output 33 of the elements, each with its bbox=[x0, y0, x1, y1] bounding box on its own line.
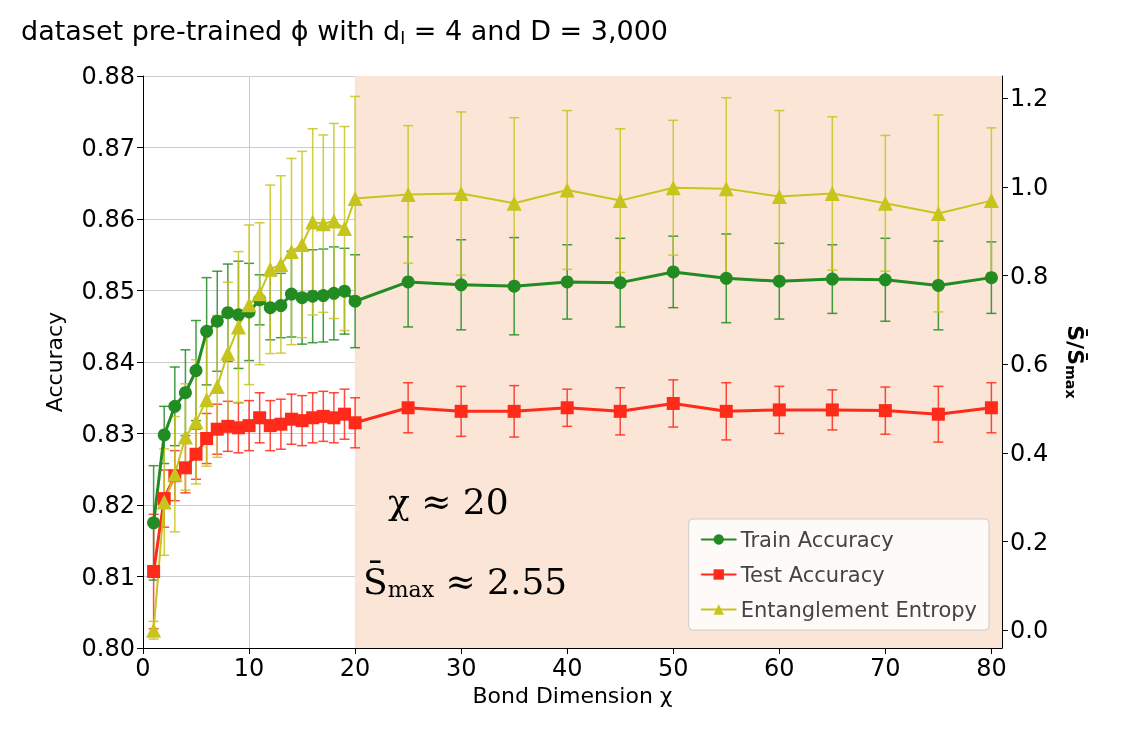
y-tick-label: 0.85 bbox=[81, 276, 135, 305]
y2-tick-label: 1.0 bbox=[1010, 172, 1049, 201]
x-tick-label: 40 bbox=[551, 654, 583, 682]
x-tick-label: 30 bbox=[445, 654, 477, 682]
y-tick-label: 0.82 bbox=[81, 491, 135, 519]
y-tick-label: 0.81 bbox=[81, 562, 135, 591]
x-tick-label: 50 bbox=[657, 654, 689, 682]
x-tick-label: 10 bbox=[233, 654, 265, 682]
y2-tick-label: 1.2 bbox=[1010, 84, 1049, 113]
y-tick-label: 0.87 bbox=[81, 133, 135, 162]
x-axis-title: Bond Dimension χ bbox=[472, 683, 673, 709]
x-tick-label: 70 bbox=[870, 654, 901, 682]
y2-axis-title: S̄/S̄max bbox=[1063, 325, 1089, 399]
y-tick-label: 0.80 bbox=[81, 634, 135, 662]
x-tick-label: 0 bbox=[135, 654, 151, 682]
y2-tick-label: 0.8 bbox=[1010, 261, 1049, 290]
y-tick-label: 0.84 bbox=[81, 348, 135, 376]
y2-tick-label: 0.2 bbox=[1010, 527, 1049, 556]
x-tick-label: 20 bbox=[339, 654, 371, 682]
y-tick-label: 0.86 bbox=[81, 205, 135, 233]
y2-tick-label: 0.4 bbox=[1010, 438, 1049, 467]
legend-label: Test Accuracy bbox=[739, 562, 885, 587]
annotation: χ ≈ 20 bbox=[388, 480, 509, 522]
legend-label: Entanglement Entropy bbox=[740, 597, 978, 622]
y-axis-title: Accuracy bbox=[41, 311, 67, 413]
y-tick-label: 0.83 bbox=[81, 419, 135, 448]
y2-tick-label: 0.6 bbox=[1010, 350, 1049, 379]
y2-tick-label: 0.0 bbox=[1010, 616, 1049, 645]
y-tick-label: 0.88 bbox=[81, 62, 135, 90]
legend-label: Train Accuracy bbox=[739, 527, 894, 552]
x-tick-label: 60 bbox=[764, 654, 795, 682]
annotation: S̄max ≈ 2.55 bbox=[363, 559, 568, 602]
x-tick-label: 80 bbox=[976, 654, 1007, 682]
